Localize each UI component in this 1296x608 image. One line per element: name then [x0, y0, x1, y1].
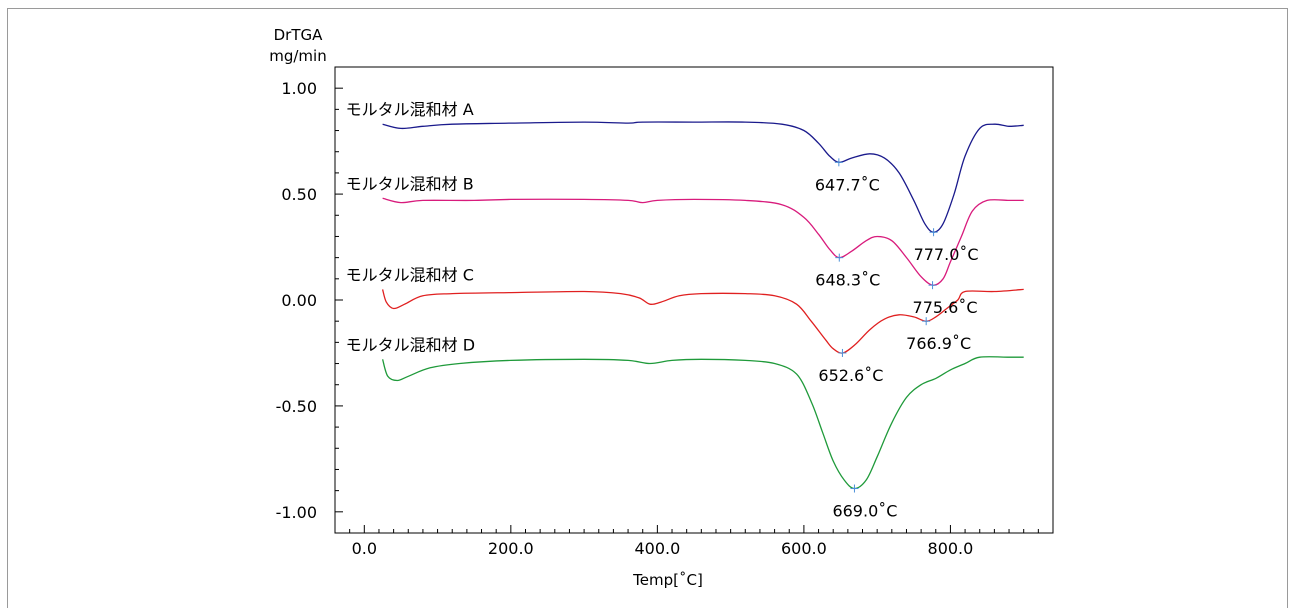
y-tick-label: -0.50	[276, 397, 317, 416]
peak-label: 647.7˚C	[815, 175, 880, 194]
series-name-label: モルタル混和材 C	[346, 265, 474, 284]
x-tick-label: 200.0	[488, 539, 534, 558]
label-layer: モルタル混和材 A 647.7˚C 777.0˚C モルタル混和材 B 648.3˚C 7…	[346, 100, 979, 520]
y-tick-label: -1.00	[276, 503, 317, 522]
y-axis-title-line2: mg/min	[269, 47, 326, 65]
series-name-label: モルタル混和材 A	[346, 100, 474, 119]
x-tick-label: 600.0	[781, 539, 827, 558]
series-name-label: モルタル混和材 B	[346, 174, 474, 193]
peak-label: 648.3˚C	[815, 271, 880, 290]
y-tick-label: 0.00	[281, 291, 317, 310]
x-tick-label: 400.0	[634, 539, 680, 558]
series-line	[382, 121, 1024, 233]
axis-ticks: 0.0 200.0 400.0 600.0 800.0 1.00 0.50 0.00 -0.50…	[276, 79, 1039, 558]
peak-label: 652.6˚C	[818, 366, 883, 385]
series-line	[381, 356, 1024, 490]
peak-label: 766.9˚C	[906, 334, 971, 353]
x-axis-title: Temp[˚C]	[632, 571, 703, 589]
peak-label: 775.6˚C	[913, 298, 978, 317]
y-tick-label: 1.00	[281, 79, 317, 98]
peak-label: 669.0˚C	[832, 502, 897, 521]
series-name-label: モルタル混和材 D	[346, 335, 475, 354]
x-tick-label: 0.0	[352, 539, 377, 558]
peak-label: 777.0˚C	[914, 245, 979, 264]
x-tick-label: 800.0	[928, 539, 974, 558]
chart-frame	[7, 8, 1288, 608]
y-axis-title-line1: DrTGA	[274, 26, 324, 44]
series-line	[381, 288, 1024, 354]
series-line	[382, 197, 1024, 286]
y-tick-label: 0.50	[281, 185, 317, 204]
